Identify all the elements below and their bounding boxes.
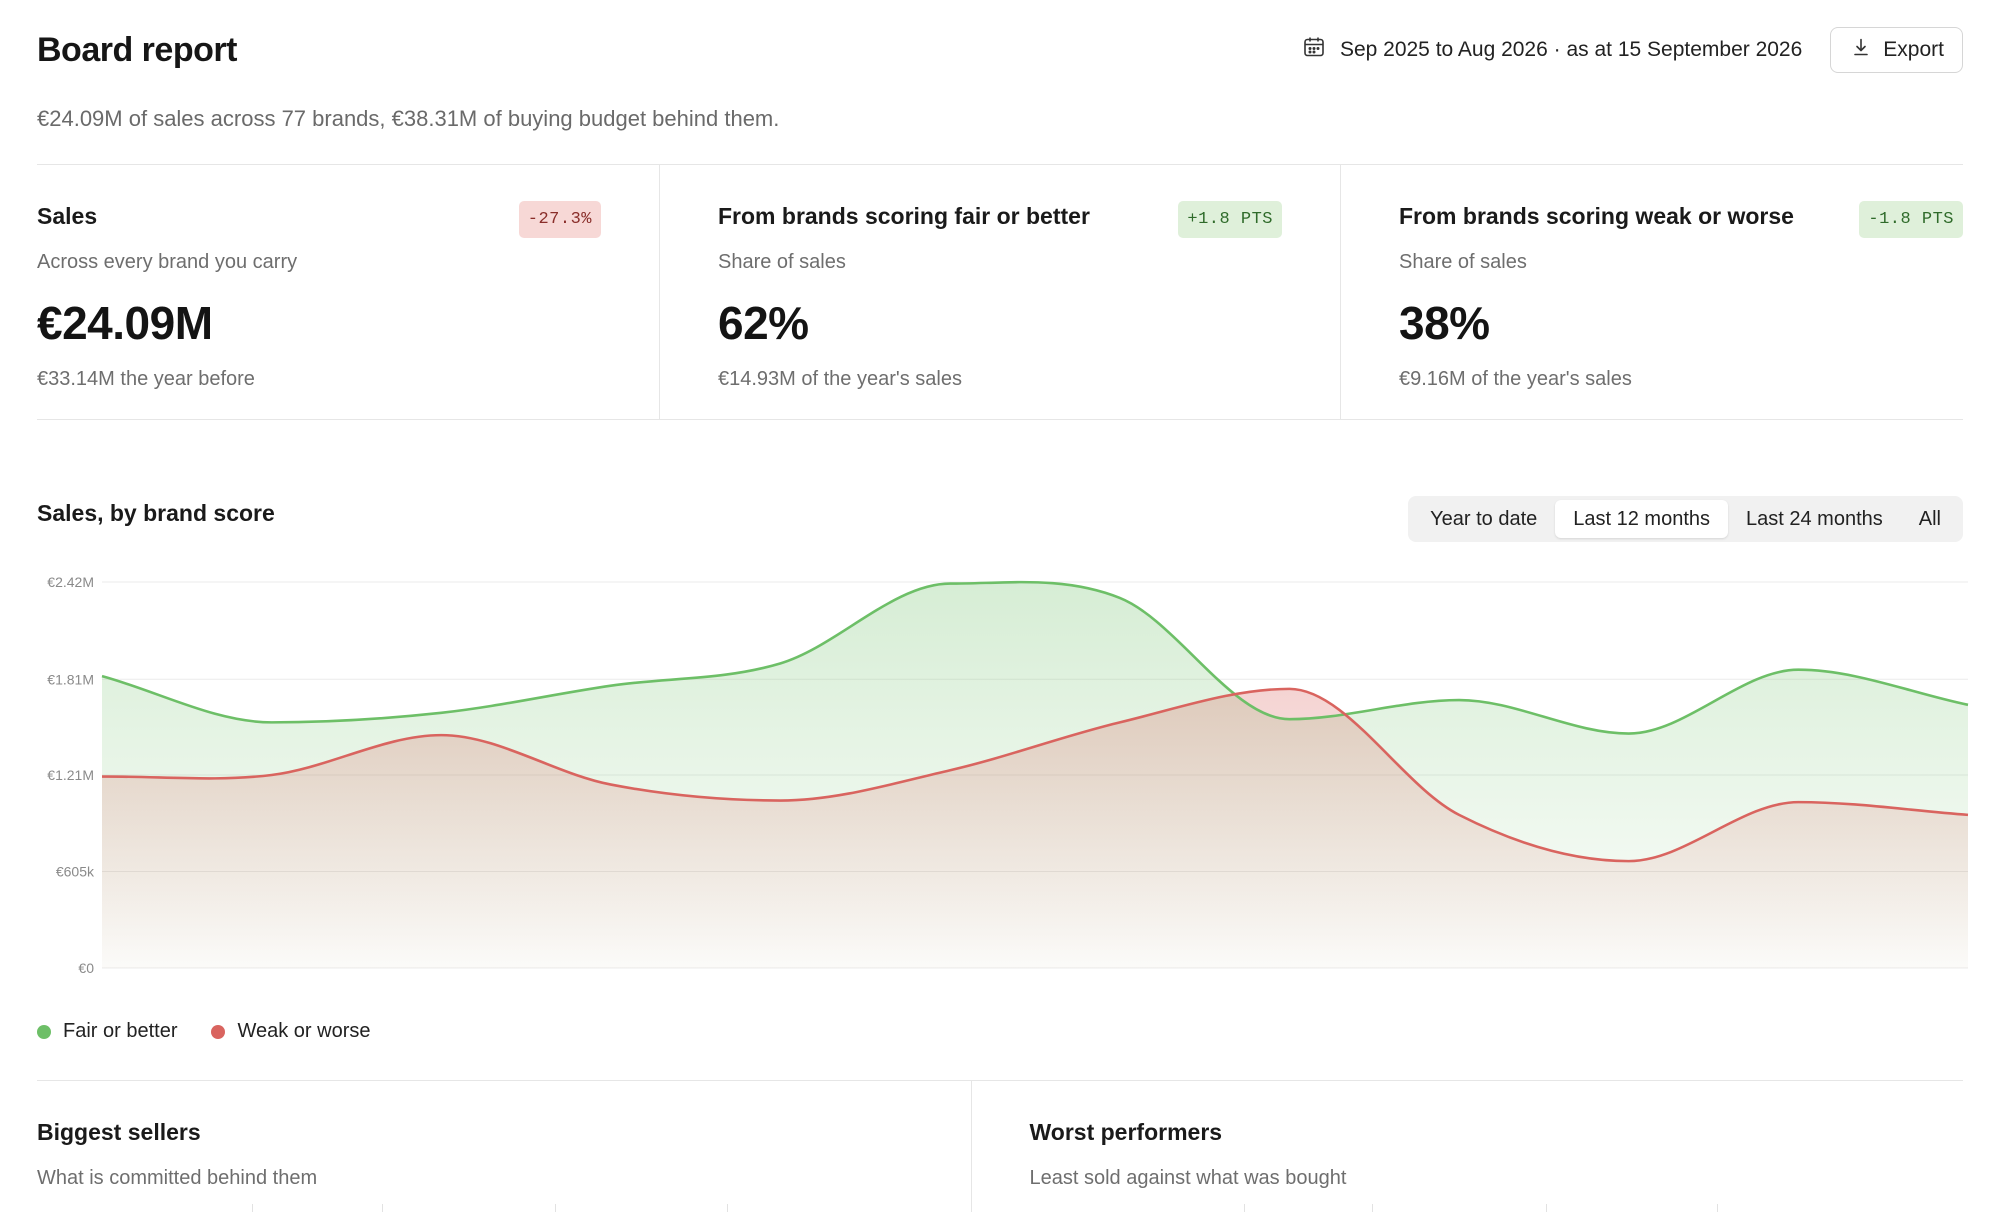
- line-weak-or-worse: [101, 687, 1969, 863]
- y-tick-label: €2.42M: [47, 574, 94, 590]
- legend-item-weak[interactable]: Weak or worse: [211, 1020, 371, 1043]
- range-selector: Year to date Last 12 months Last 24 mont…: [1408, 496, 1963, 542]
- panel-title: Worst performers: [1029, 1119, 1223, 1145]
- x-tick-label: 2026 Q2: [1941, 977, 1995, 980]
- export-label: Export: [1883, 38, 1944, 61]
- bottom-panels: Biggest sellers What is committed behind…: [37, 1080, 1963, 1212]
- kpi-value: €24.09M: [37, 297, 213, 349]
- kpi-row: Sales -27.3% Across every brand you carr…: [37, 164, 1963, 420]
- export-button[interactable]: Export: [1830, 27, 1963, 73]
- legend-swatch: [211, 1024, 226, 1039]
- kpi-card-sales: Sales -27.3% Across every brand you carr…: [37, 165, 659, 419]
- range-year-to-date[interactable]: Year to date: [1430, 507, 1538, 530]
- panel-axis-ticks: [972, 1204, 1964, 1212]
- kpi-footnote: €33.14M the year before: [37, 368, 255, 390]
- y-tick-label: €1.21M: [47, 767, 94, 783]
- kpi-value: 62%: [718, 297, 809, 349]
- panel-title: Biggest sellers: [37, 1119, 201, 1145]
- x-tick-label: 2025 Q4: [923, 977, 977, 980]
- kpi-card-fair-or-better: From brands scoring fair or better +1.8 …: [659, 165, 1340, 419]
- kpi-card-weak-or-worse: From brands scoring weak or worse -1.8 P…: [1340, 165, 1963, 419]
- chart-legend: Fair or better Weak or worse: [37, 1020, 371, 1043]
- change-badge: +1.8 PTS: [1178, 201, 1282, 238]
- kpi-value: 38%: [1399, 297, 1490, 349]
- period-selector[interactable]: Sep 2025 to Aug 2026 · as at 15 Septembe…: [1302, 35, 1802, 65]
- kpi-title: From brands scoring weak or worse: [1399, 203, 1794, 229]
- area-weak-or-worse: [102, 688, 1968, 968]
- legend-label: Fair or better: [63, 1020, 178, 1042]
- panel-subtitle: What is committed behind them: [37, 1167, 318, 1189]
- calendar-icon: [1302, 35, 1326, 65]
- kpi-title: Sales: [37, 203, 98, 229]
- legend-swatch: [37, 1024, 51, 1039]
- kpi-subtitle: Share of sales: [718, 251, 846, 273]
- download-icon: [1851, 37, 1871, 63]
- line-fair-or-better: [101, 580, 1969, 735]
- period-text: Sep 2025 to Aug 2026 · as at 15 Septembe…: [1339, 38, 1803, 61]
- summary-text: €24.09M of sales across 77 brands, €38.3…: [37, 106, 780, 131]
- header-actions: Sep 2025 to Aug 2026 · as at 15 Septembe…: [1302, 27, 1963, 73]
- sales-area-chart: €0 €605k €1.21M €1.81M €2.42M 2025 Q3 2025 Q4 2…: [0, 560, 2000, 980]
- x-tick-label: 2025 Q3: [414, 977, 468, 980]
- y-tick-label: €1.81M: [47, 671, 94, 687]
- range-all[interactable]: All: [1918, 507, 1941, 530]
- biggest-sellers-panel: Biggest sellers What is committed behind…: [37, 1081, 971, 1212]
- legend-label: Weak or worse: [237, 1020, 371, 1042]
- range-last-12-months[interactable]: Last 12 months: [1555, 500, 1729, 538]
- kpi-title: From brands scoring fair or better: [718, 203, 1090, 229]
- x-tick-label: 2026 Q1: [1432, 977, 1486, 980]
- chart-title: Sales, by brand score: [37, 500, 275, 526]
- legend-item-fair[interactable]: Fair or better: [37, 1020, 177, 1043]
- kpi-footnote: €14.93M of the year's sales: [718, 368, 962, 390]
- kpi-footnote: €9.16M of the year's sales: [1399, 368, 1632, 390]
- header: Board report Sep 2025 to Aug 2026 · as a…: [37, 26, 1963, 74]
- chart-svg: €0 €605k €1.21M €1.81M €2.42M 2025 Q3 2025 Q4 2…: [47, 574, 1995, 980]
- panel-axis-ticks: [37, 1204, 971, 1212]
- range-last-24-months[interactable]: Last 24 months: [1746, 507, 1883, 530]
- panel-subtitle: Least sold against what was bought: [1029, 1167, 1347, 1189]
- change-badge: -1.8 PTS: [1859, 201, 1963, 238]
- page-title: Board report: [37, 30, 237, 69]
- worst-performers-panel: Worst performers Least sold against what…: [970, 1081, 1964, 1212]
- y-tick-label: €605k: [56, 864, 95, 880]
- kpi-subtitle: Share of sales: [1399, 251, 1527, 273]
- kpi-subtitle: Across every brand you carry: [37, 251, 298, 273]
- change-badge: -27.3%: [518, 201, 601, 238]
- y-tick-label: €0: [78, 960, 94, 976]
